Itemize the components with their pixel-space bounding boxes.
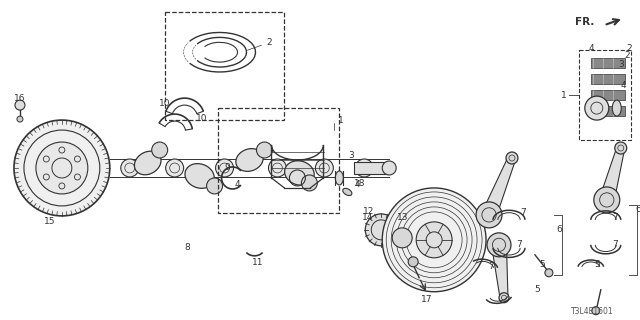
Circle shape xyxy=(416,222,452,258)
Ellipse shape xyxy=(612,100,621,116)
Text: 5: 5 xyxy=(594,260,600,269)
Text: 17: 17 xyxy=(421,295,433,304)
Circle shape xyxy=(365,214,397,246)
Text: FR.: FR. xyxy=(575,17,595,27)
Circle shape xyxy=(506,152,518,164)
Text: 10: 10 xyxy=(159,99,170,108)
Text: 4: 4 xyxy=(355,180,360,189)
Text: 2: 2 xyxy=(626,44,632,53)
Text: 4: 4 xyxy=(621,81,627,90)
Text: 8: 8 xyxy=(185,243,191,252)
Text: 6: 6 xyxy=(636,205,640,214)
Ellipse shape xyxy=(134,151,161,175)
Text: 18: 18 xyxy=(353,180,365,188)
Text: 7: 7 xyxy=(612,213,618,222)
Circle shape xyxy=(207,178,223,194)
Circle shape xyxy=(487,233,511,257)
Text: 7: 7 xyxy=(488,262,494,271)
Circle shape xyxy=(301,175,317,191)
Bar xyxy=(164,12,284,120)
Bar xyxy=(591,106,625,116)
Text: 2: 2 xyxy=(267,38,272,47)
Text: 1: 1 xyxy=(339,116,344,124)
Circle shape xyxy=(382,161,396,175)
Circle shape xyxy=(545,269,553,277)
Ellipse shape xyxy=(335,171,343,185)
Circle shape xyxy=(408,257,418,267)
Circle shape xyxy=(257,142,273,158)
Text: 13: 13 xyxy=(397,213,409,222)
Ellipse shape xyxy=(236,148,263,172)
Bar xyxy=(355,162,389,174)
Text: 4: 4 xyxy=(589,44,595,53)
Text: 11: 11 xyxy=(252,258,263,267)
Circle shape xyxy=(594,187,620,213)
Text: 15: 15 xyxy=(44,217,56,226)
Bar xyxy=(591,58,625,68)
Text: 9: 9 xyxy=(225,164,230,172)
Text: 3: 3 xyxy=(348,150,354,159)
Circle shape xyxy=(499,293,509,303)
Circle shape xyxy=(152,142,168,158)
Polygon shape xyxy=(600,147,625,202)
Text: 2: 2 xyxy=(624,51,630,60)
Text: 5: 5 xyxy=(534,285,540,294)
Circle shape xyxy=(355,159,373,177)
Circle shape xyxy=(392,228,412,248)
Circle shape xyxy=(316,159,333,177)
Circle shape xyxy=(36,142,88,194)
Polygon shape xyxy=(492,244,508,298)
Bar xyxy=(591,90,625,100)
Ellipse shape xyxy=(285,161,314,185)
Circle shape xyxy=(592,307,600,315)
Text: 7: 7 xyxy=(520,208,526,217)
Circle shape xyxy=(585,96,609,120)
Text: 3: 3 xyxy=(618,60,623,69)
Text: 4: 4 xyxy=(235,180,241,189)
Circle shape xyxy=(121,159,139,177)
Circle shape xyxy=(216,159,234,177)
Text: 6: 6 xyxy=(556,225,562,234)
Circle shape xyxy=(268,159,287,177)
Circle shape xyxy=(14,120,110,216)
Polygon shape xyxy=(482,156,516,218)
Text: 5: 5 xyxy=(539,260,545,269)
Bar xyxy=(218,108,339,213)
Text: 7: 7 xyxy=(516,240,522,249)
Circle shape xyxy=(15,100,25,110)
Text: T3L4E1601: T3L4E1601 xyxy=(571,307,614,316)
Ellipse shape xyxy=(343,188,352,196)
Circle shape xyxy=(615,142,627,154)
Circle shape xyxy=(166,159,184,177)
Text: 1: 1 xyxy=(561,91,567,100)
Text: 10: 10 xyxy=(196,114,207,123)
Circle shape xyxy=(17,116,23,122)
Circle shape xyxy=(476,202,502,228)
Text: 16: 16 xyxy=(14,94,26,103)
Circle shape xyxy=(382,188,486,292)
Ellipse shape xyxy=(185,164,214,188)
Text: 12: 12 xyxy=(363,207,374,216)
Bar xyxy=(579,50,631,140)
Text: 14: 14 xyxy=(362,213,373,222)
Bar xyxy=(591,74,625,84)
Text: 7: 7 xyxy=(612,240,618,249)
